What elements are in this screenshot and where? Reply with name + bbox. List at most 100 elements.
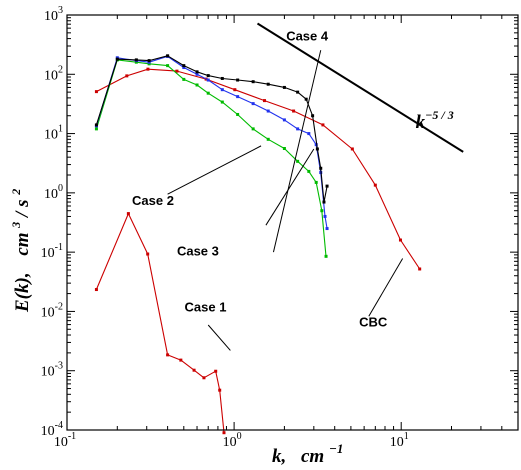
- data-point-case-3: [147, 60, 151, 64]
- data-point-cbc: [94, 90, 98, 94]
- data-point-case-4: [236, 78, 240, 82]
- data-point-case-2: [94, 127, 98, 131]
- y-tick-label: 100: [44, 183, 63, 202]
- y-tick-label: 102: [44, 64, 63, 83]
- annotation-label-cbc: CBC: [359, 314, 388, 329]
- data-point-case-1: [166, 353, 170, 357]
- data-point-case-4: [94, 123, 98, 127]
- data-point-case-3: [182, 66, 186, 70]
- series-line-case-2: [95, 59, 327, 257]
- x-axis-title: k, cm −1: [272, 441, 343, 467]
- data-point-cbc: [146, 67, 150, 71]
- data-point-case-4: [147, 59, 151, 63]
- data-point-case-1: [218, 388, 222, 392]
- annotation-label-case-1: Case 1: [185, 300, 227, 315]
- y-tick-label: 10-2: [41, 301, 63, 320]
- data-point-case-2: [206, 91, 210, 95]
- data-point-case-3: [323, 214, 327, 218]
- slope-label: k−5 / 3: [416, 108, 454, 133]
- data-point-case-1: [202, 376, 206, 380]
- series-line-case-1: [95, 213, 225, 433]
- annotation-layer: Case 1 Case 2 Case 3 Case 4 CBC k−5 / 3: [132, 28, 454, 351]
- data-point-case-4: [206, 74, 210, 78]
- x-tick-label: 100: [223, 431, 242, 450]
- data-point-case-3: [206, 78, 210, 82]
- data-point-cbc: [175, 69, 179, 73]
- data-point-case-3: [266, 109, 270, 113]
- data-point-case-2: [147, 62, 151, 66]
- data-point-case-4: [115, 57, 119, 61]
- data-point-case-1: [146, 252, 150, 256]
- y-tick-label: 101: [44, 124, 63, 143]
- data-point-case-4: [304, 97, 308, 101]
- data-point-case-3: [307, 132, 311, 136]
- data-point-case-4: [134, 58, 138, 62]
- annotation-leader-cbc: [368, 258, 404, 317]
- data-point-case-4: [266, 82, 270, 86]
- data-point-case-4: [325, 184, 329, 188]
- annotation-leader-case-4: [272, 50, 322, 253]
- annotation-label-case-3: Case 3: [177, 243, 219, 258]
- data-point-case-1: [192, 368, 196, 372]
- data-point-case-4: [311, 114, 315, 118]
- plot-frame: [66, 14, 519, 431]
- series-line-cbc: [96, 68, 421, 270]
- annotation-label-case-2: Case 2: [132, 193, 174, 208]
- data-point-cbc: [398, 238, 402, 242]
- data-point-case-2: [324, 254, 328, 258]
- data-point-cbc: [125, 74, 129, 78]
- data-point-case-3: [325, 227, 329, 231]
- y-tick-label: 103: [44, 5, 63, 24]
- data-point-case-3: [220, 88, 224, 92]
- data-point-case-2: [320, 209, 324, 213]
- data-point-cbc: [350, 147, 354, 151]
- data-point-case-3: [314, 143, 318, 147]
- data-point-case-2: [182, 77, 186, 81]
- data-point-cbc: [233, 88, 237, 92]
- annotation-leader-case-3: [265, 148, 315, 226]
- annotation-label-case-4: Case 4: [286, 28, 329, 43]
- data-point-case-1: [126, 212, 130, 216]
- series-line-case-3: [95, 55, 328, 229]
- data-point-case-3: [195, 72, 199, 76]
- data-point-case-2: [195, 83, 199, 87]
- data-point-case-2: [307, 169, 311, 173]
- data-point-case-3: [251, 102, 255, 106]
- data-point-cbc: [292, 109, 296, 113]
- data-point-cbc: [321, 123, 325, 127]
- data-point-case-4: [220, 76, 224, 80]
- data-point-case-2: [220, 100, 224, 104]
- data-point-cbc: [373, 183, 377, 187]
- data-point-case-4: [296, 90, 300, 94]
- data-point-case-4: [282, 85, 286, 89]
- data-point-case-2: [296, 159, 300, 163]
- data-point-case-4: [166, 54, 170, 58]
- data-point-case-3: [282, 118, 286, 122]
- data-point-case-4: [195, 70, 199, 74]
- annotation-leader-case-1: [207, 324, 231, 351]
- data-point-case-2: [166, 64, 170, 68]
- data-point-case-4: [251, 80, 255, 84]
- data-point-case-3: [296, 127, 300, 131]
- y-axis-title: E(k), cm 3 / s 2: [4, 189, 33, 313]
- data-point-case-4: [182, 64, 186, 68]
- data-point-case-2: [314, 180, 318, 184]
- data-point-cbc: [262, 99, 266, 103]
- data-point-case-1: [179, 358, 183, 362]
- series-line-case-4: [95, 55, 328, 203]
- data-point-case-2: [266, 137, 270, 141]
- data-point-case-2: [236, 112, 240, 116]
- annotation-leader-case-2: [167, 145, 262, 195]
- x-tick-label: 10-1: [54, 431, 76, 450]
- data-point-case-2: [134, 60, 138, 64]
- data-point-case-4: [315, 147, 319, 151]
- data-point-case-2: [251, 127, 255, 131]
- data-point-case-1: [222, 431, 226, 435]
- data-point-case-2: [282, 147, 286, 151]
- x-tick-label: 101: [390, 431, 409, 450]
- series-layer: [94, 22, 464, 435]
- reference-slope-line: [256, 22, 464, 153]
- data-point-case-1: [94, 288, 98, 292]
- y-tick-label: 10-4: [41, 420, 63, 439]
